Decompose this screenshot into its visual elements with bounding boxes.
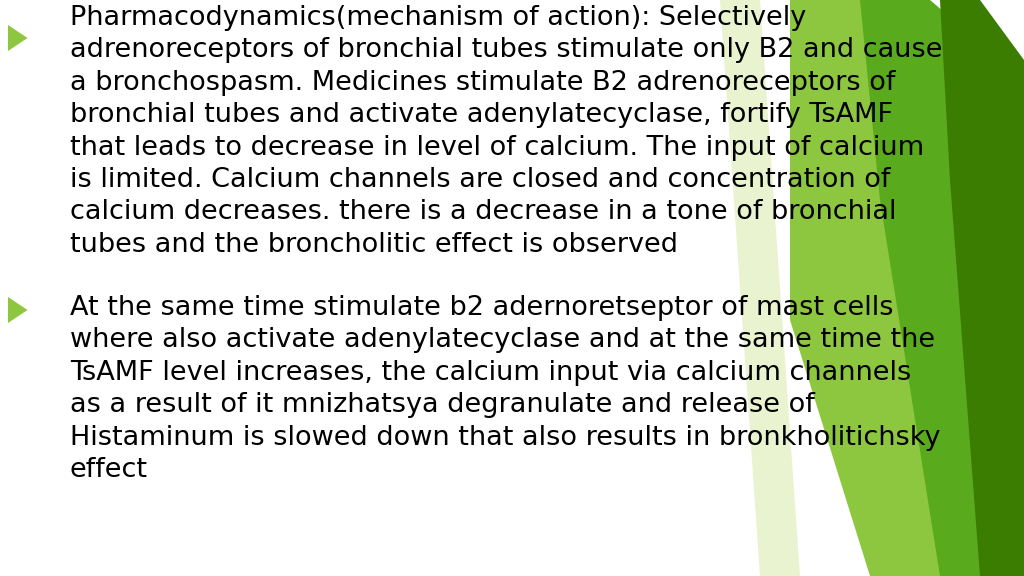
Polygon shape <box>940 0 1024 576</box>
Polygon shape <box>8 297 28 323</box>
Text: At the same time stimulate b2 adernoretseptor of mast cells
where also activate : At the same time stimulate b2 adernorets… <box>70 295 940 483</box>
Polygon shape <box>790 0 1024 576</box>
Polygon shape <box>720 0 800 576</box>
Polygon shape <box>8 25 28 51</box>
Polygon shape <box>860 0 1024 576</box>
Text: Pharmacodynamics(mechanism of action): Selectively
adrenoreceptors of bronchial : Pharmacodynamics(mechanism of action): S… <box>70 5 942 258</box>
